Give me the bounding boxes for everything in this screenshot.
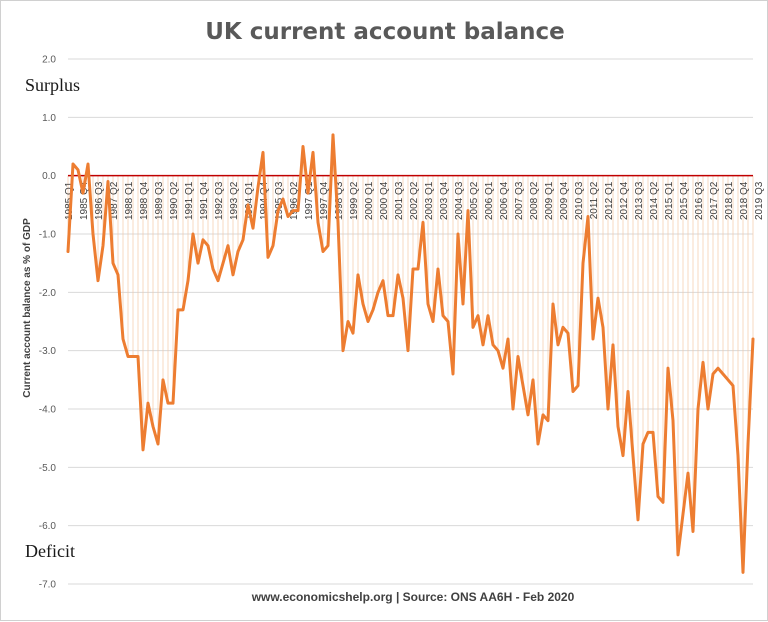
source-note: www.economicshelp.org | Source: ONS AA6H… [251, 590, 575, 604]
chart-title: UK current account balance [205, 19, 565, 45]
surplus-annotation: Surplus [25, 75, 80, 95]
x-tick-label: 1992 Q3 [214, 181, 225, 220]
x-tick-label: 1994 Q1 [244, 181, 255, 220]
x-tick-label: 2000 Q4 [379, 181, 390, 220]
y-tick-label: 0.0 [42, 171, 56, 182]
x-tick-label: 1985 Q4 [79, 181, 90, 220]
x-tick-label: 1995 Q3 [274, 181, 285, 220]
x-tick-label: 2000 Q1 [364, 181, 375, 220]
x-tick-label: 2011 Q2 [589, 181, 600, 219]
x-tick-label: 1996 Q2 [289, 181, 300, 220]
x-tick-label: 2012 Q1 [604, 181, 615, 220]
x-tick-label: 1987 Q2 [109, 181, 120, 220]
drop-lines [67, 134, 754, 573]
x-tick-label: 2010 Q3 [574, 181, 585, 220]
x-tick-label: 2001 Q3 [394, 181, 405, 220]
x-tick-label: 2003 Q4 [439, 181, 450, 220]
y-axis-label: Current account balance as % of GDP [22, 218, 33, 398]
y-tick-label: -4.0 [39, 405, 57, 416]
x-tick-label: 2015 Q1 [664, 181, 675, 220]
x-tick-label: 2008 Q2 [529, 181, 540, 220]
x-tick-label: 1999 Q2 [349, 181, 360, 220]
x-tick-label: 2018 Q4 [739, 181, 750, 220]
x-tick-label: 1993 Q2 [229, 181, 240, 220]
x-tick-label: 2006 Q1 [484, 181, 495, 220]
y-tick-label: -1.0 [39, 230, 57, 241]
y-tick-label: -5.0 [39, 463, 57, 474]
x-tick-label: 2007 Q3 [514, 181, 525, 220]
y-tick-label: 2.0 [42, 55, 56, 66]
x-tick-label: 2005 Q2 [469, 181, 480, 220]
x-tick-label: 2019 Q3 [754, 181, 765, 220]
y-tick-label: -7.0 [39, 580, 57, 591]
x-axis-ticks: 1985 Q1 1985 Q4 1986 Q3 1987 Q2 1988 Q1 1988 … [64, 181, 765, 220]
x-tick-label: 2006 Q4 [499, 181, 510, 220]
x-tick-label: 1997 Q1 [304, 181, 315, 220]
x-tick-label: 1989 Q3 [154, 181, 165, 220]
x-tick-label: 2012 Q4 [619, 181, 630, 220]
deficit-annotation: Deficit [25, 541, 75, 561]
x-tick-label: 2017 Q2 [709, 181, 720, 220]
x-tick-label: 2015 Q4 [679, 181, 690, 220]
x-tick-label: 1986 Q3 [94, 181, 105, 220]
y-tick-label: -3.0 [39, 346, 57, 357]
y-tick-label: -2.0 [39, 288, 57, 299]
y-tick-label: -6.0 [39, 521, 57, 532]
x-tick-label: 1988 Q1 [124, 181, 135, 220]
x-tick-label: 2018 Q1 [724, 181, 735, 220]
x-tick-label: 2014 Q2 [649, 181, 660, 220]
x-tick-label: 1990 Q2 [169, 181, 180, 220]
x-tick-label: 2004 Q3 [454, 181, 465, 220]
y-tick-label: 1.0 [42, 113, 56, 124]
x-tick-label: 1998 Q3 [334, 181, 345, 220]
x-tick-label: 2002 Q2 [409, 181, 420, 220]
y-axis-ticks: 2.0 1.0 0.0 -1.0 -2.0 -3.0 -4.0 -5.0 -6.0 -7.0 [39, 55, 57, 591]
x-tick-label: 1991 Q4 [199, 181, 210, 220]
x-tick-label: 2013 Q3 [634, 181, 645, 220]
x-tick-label: 2009 Q4 [559, 181, 570, 220]
x-tick-label: 2016 Q3 [694, 181, 705, 220]
x-tick-label: 1997 Q4 [319, 181, 330, 220]
x-tick-label: 2003 Q1 [424, 181, 435, 220]
gridlines [68, 58, 753, 585]
series-line [66, 133, 755, 574]
x-tick-label: 1991 Q1 [184, 181, 195, 220]
x-tick-label: 2009 Q1 [544, 181, 555, 220]
x-tick-label: 1988 Q4 [139, 181, 150, 220]
